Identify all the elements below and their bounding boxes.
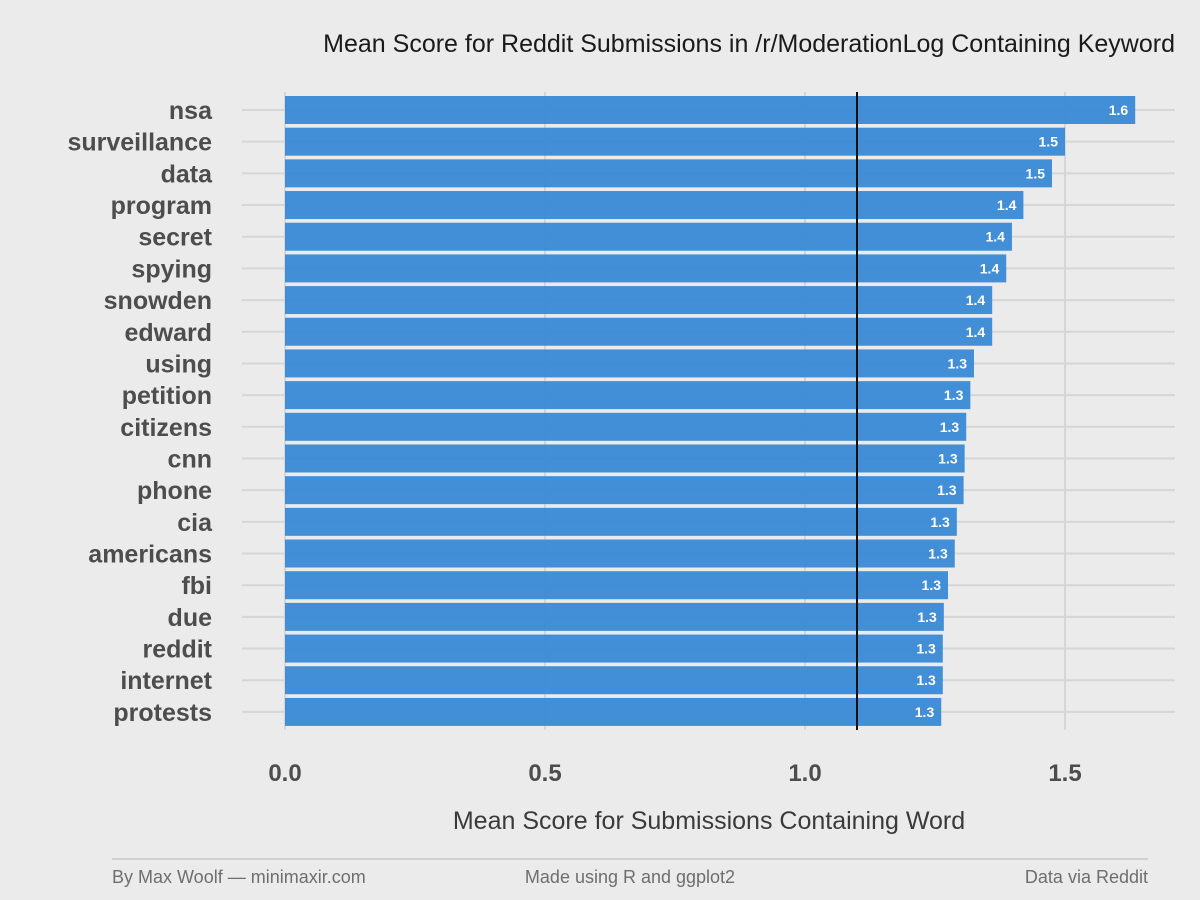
category-labels: nsa surveillance data program secret spying sn…	[67, 97, 213, 727]
value-label: 1.3	[937, 482, 957, 498]
category-label-edward: edward	[124, 319, 212, 347]
value-label: 1.3	[940, 419, 960, 435]
x-tick-label: 0.0	[268, 760, 301, 787]
chart-title: Mean Score for Reddit Submissions in /r/…	[323, 30, 1175, 58]
bar-reddit	[285, 634, 943, 663]
footer-source: Data via Reddit	[1025, 867, 1148, 887]
category-label-snowden: snowden	[104, 287, 212, 315]
value-label: 1.6	[1109, 102, 1129, 118]
bar-program	[285, 191, 1024, 220]
value-label: 1.3	[916, 672, 936, 688]
category-label-americans: americans	[88, 541, 212, 569]
bar-edward	[285, 317, 993, 346]
value-label: 1.3	[917, 609, 937, 625]
value-label: 1.4	[997, 197, 1017, 213]
value-label: 1.5	[1026, 165, 1046, 181]
bar-internet	[285, 666, 943, 695]
bar-fbi	[285, 571, 948, 600]
value-label: 1.3	[944, 387, 964, 403]
bar-petition	[285, 381, 971, 410]
bar-cia	[285, 507, 957, 536]
footer-tools: Made using R and ggplot2	[525, 867, 735, 887]
value-label: 1.4	[966, 292, 986, 308]
value-label: 1.3	[928, 546, 948, 562]
grid-lines	[242, 92, 1175, 730]
category-label-petition: petition	[122, 382, 212, 410]
x-tick-label: 0.5	[528, 760, 561, 787]
value-label: 1.3	[915, 704, 935, 720]
bar-snowden	[285, 286, 993, 315]
category-label-surveillance: surveillance	[67, 129, 212, 157]
bar-using	[285, 349, 974, 378]
value-label: 1.5	[1039, 134, 1059, 150]
bar-data	[285, 159, 1052, 188]
category-label-citizens: citizens	[120, 414, 212, 442]
value-label: 1.3	[948, 355, 968, 371]
bar-due	[285, 602, 944, 631]
bar-secret	[285, 222, 1012, 251]
value-label: 1.4	[985, 229, 1005, 245]
value-label: 1.3	[922, 577, 942, 593]
category-label-nsa: nsa	[169, 97, 213, 125]
x-tick-labels: 0.0 0.5 1.0 1.5	[268, 760, 1081, 787]
bar-cnn	[285, 444, 965, 473]
category-label-cnn: cnn	[168, 445, 212, 473]
category-label-due: due	[168, 604, 213, 632]
bar-protests	[285, 697, 942, 726]
bar-nsa	[285, 96, 1136, 124]
category-label-reddit: reddit	[143, 636, 213, 664]
bar-spying	[285, 254, 1007, 283]
category-label-phone: phone	[137, 477, 212, 505]
bar-surveillance	[285, 127, 1065, 156]
value-label: 1.4	[980, 260, 1000, 276]
x-tick-label: 1.5	[1048, 760, 1081, 787]
value-label: 1.3	[930, 514, 950, 530]
category-label-data: data	[161, 160, 214, 188]
category-label-secret: secret	[138, 224, 212, 252]
x-tick-label: 1.0	[788, 760, 821, 787]
bar-citizens	[285, 412, 967, 441]
category-label-fbi: fbi	[181, 572, 212, 600]
footer-credit: By Max Woolf — minimaxir.com	[112, 867, 366, 887]
category-label-spying: spying	[131, 255, 212, 283]
category-label-protests: protests	[113, 699, 212, 727]
category-label-cia: cia	[177, 509, 213, 537]
category-label-program: program	[111, 192, 212, 220]
bar-phone	[285, 476, 964, 505]
value-label: 1.4	[966, 324, 986, 340]
x-axis-title: Mean Score for Submissions Containing Wo…	[453, 807, 965, 835]
category-label-internet: internet	[120, 667, 212, 695]
category-label-using: using	[145, 350, 212, 378]
bars	[285, 96, 1136, 726]
bar-americans	[285, 539, 955, 568]
value-labels: 1.6 1.5 1.5 1.4 1.4 1.4 1.4 1.4 1.3 1.3 1.3 1.3 1.3 1…	[915, 102, 1129, 720]
value-label: 1.3	[938, 450, 958, 466]
value-label: 1.3	[916, 641, 936, 657]
